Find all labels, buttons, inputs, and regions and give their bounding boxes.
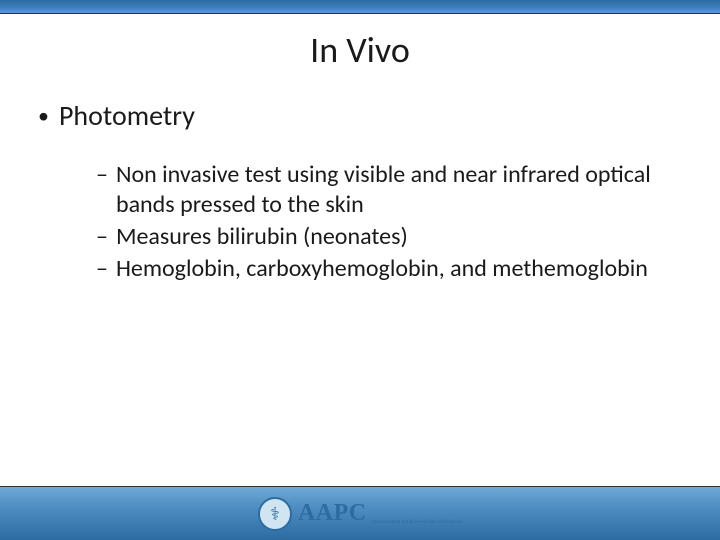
footer-logo: ⚕ AAPC Understanding the Business Side o…	[258, 497, 462, 531]
top-accent-bar	[0, 0, 720, 14]
slide-title: In Vivo	[0, 28, 720, 72]
sub-bullet-dash: –	[96, 254, 108, 284]
logo-tagline: Understanding the Business Side of Medic…	[371, 519, 462, 525]
slide-content: • Photometry – Non invasive test using v…	[0, 72, 720, 284]
bottom-accent-bar: ⚕ AAPC Understanding the Business Side o…	[0, 486, 720, 540]
logo-glyph: ⚕	[270, 503, 280, 525]
sub-bullet-item: – Non invasive test using visible and ne…	[96, 160, 682, 220]
sub-bullet-text: Non invasive test using visible and near…	[116, 160, 656, 220]
sub-bullet-item: – Hemoglobin, carboxyhemoglobin, and met…	[96, 254, 682, 284]
caduceus-icon: ⚕	[258, 497, 292, 531]
logo-text: AAPC	[298, 500, 367, 527]
bullet-item: • Photometry	[38, 100, 682, 132]
sub-bullet-list: – Non invasive test using visible and ne…	[38, 160, 682, 284]
bullet-label: Photometry	[59, 100, 195, 132]
sub-bullet-text: Measures bilirubin (neonates)	[116, 222, 408, 252]
sub-bullet-dash: –	[96, 160, 108, 190]
bullet-dot: •	[38, 100, 49, 132]
sub-bullet-item: – Measures bilirubin (neonates)	[96, 222, 682, 252]
sub-bullet-text: Hemoglobin, carboxyhemoglobin, and methe…	[116, 254, 648, 284]
sub-bullet-dash: –	[96, 222, 108, 252]
